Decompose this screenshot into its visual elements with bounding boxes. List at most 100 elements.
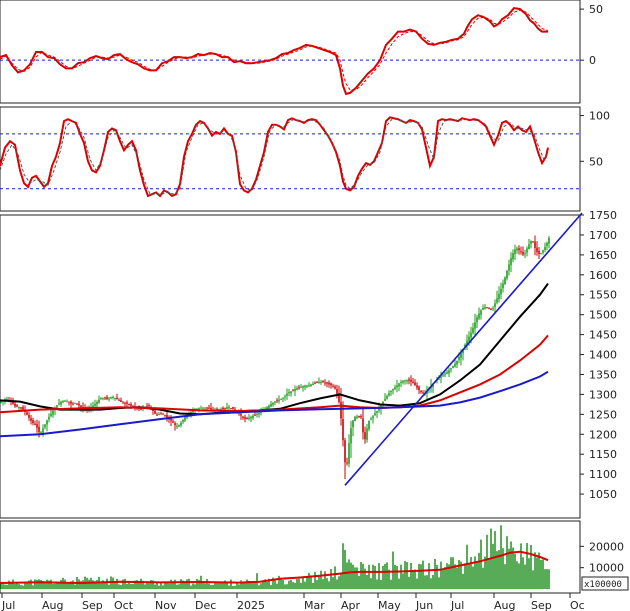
volume-bar [284, 584, 286, 589]
x-tick-label: Sep [531, 599, 552, 611]
volume-bar [174, 579, 176, 589]
volume-bar [488, 559, 490, 589]
volume-bar [66, 582, 68, 589]
volume-bar [178, 584, 180, 589]
candle-body [178, 424, 180, 427]
candle-body [32, 420, 34, 424]
volume-bar [468, 563, 470, 589]
volume-bar [194, 584, 196, 589]
momentum-y-tick-label: 50 [589, 3, 603, 16]
candle-body [200, 407, 202, 409]
moving-average-red [0, 334, 549, 414]
volume-bar [130, 584, 132, 589]
volume-bar [424, 575, 426, 589]
candle-body [120, 400, 122, 402]
volume-bar [300, 582, 302, 589]
candle-body [388, 393, 390, 396]
volume-bar [514, 553, 516, 589]
volume-bar [372, 564, 374, 589]
candle-body [492, 308, 494, 310]
volume-bar [154, 584, 156, 589]
volume-bar [232, 585, 234, 589]
volume-bar [248, 580, 250, 589]
x-tick-label: Nov [155, 599, 177, 611]
volume-bar [360, 561, 362, 589]
volume-bar [484, 556, 486, 589]
volume-bar [114, 581, 116, 589]
volume-bar [182, 580, 184, 589]
price-y-tick-label: 1150 [589, 448, 617, 461]
volume-bar [472, 566, 474, 589]
candle-body [108, 398, 110, 400]
volume-bar [344, 549, 346, 589]
candle-body [156, 414, 158, 416]
volume-bar [354, 567, 356, 589]
candle-body [438, 378, 440, 380]
candle-body [154, 410, 156, 414]
candle-body [104, 397, 106, 399]
volume-bar [230, 579, 232, 589]
candle-body [346, 462, 348, 464]
candle-body [66, 401, 68, 403]
price-y-tick-label: 1400 [589, 349, 617, 362]
candle-body [328, 382, 330, 385]
volume-bar [392, 551, 394, 589]
volume-bar [48, 580, 50, 589]
volume-bar [478, 552, 480, 589]
candle-body [220, 408, 222, 410]
candle-body [244, 417, 246, 419]
volume-bar [524, 564, 526, 589]
candle-body [160, 413, 162, 415]
volume-bar [166, 582, 168, 589]
volume-bar [338, 576, 340, 589]
candle-body [80, 405, 82, 408]
candle-body [530, 240, 532, 244]
candle-body [398, 383, 400, 387]
candle-body [414, 382, 416, 386]
candle-body [284, 396, 286, 398]
volume-bar [376, 579, 378, 589]
candle-body [30, 418, 32, 421]
volume-bar [482, 567, 484, 589]
candle-body [208, 407, 210, 409]
candle-body [268, 405, 270, 408]
candle-body [498, 293, 500, 300]
candle-body [310, 384, 312, 387]
volume-bar [68, 582, 70, 589]
candle-body [402, 380, 404, 383]
candle-body [50, 413, 52, 417]
candle-body [322, 380, 324, 383]
candle-body [242, 416, 244, 418]
x-tick-label: Sep [82, 599, 103, 611]
volume-bar [128, 582, 130, 589]
volume-bar [428, 563, 430, 589]
candle-body [472, 327, 474, 333]
volume-bar [202, 581, 204, 589]
candle-body [216, 408, 218, 410]
x-tick-label: Aug [42, 599, 63, 611]
volume-multiplier-label: x100000 [584, 580, 622, 590]
volume-bar [260, 583, 262, 589]
candle-body [460, 353, 462, 359]
volume-bar [448, 564, 450, 589]
oscillator-y-tick-label: 50 [589, 155, 603, 168]
candle-body [544, 246, 546, 251]
candle-body [320, 381, 322, 383]
candle-body [330, 383, 332, 386]
candle-body [164, 415, 166, 417]
volume-bar [304, 581, 306, 589]
candle-body [484, 306, 486, 309]
candle-body [18, 407, 20, 409]
candle-body [98, 399, 100, 403]
volume-bar [104, 582, 106, 589]
candle-body [118, 399, 120, 401]
candle-body [28, 415, 30, 418]
volume-bar [326, 578, 328, 589]
candle-body [336, 389, 338, 394]
candle-body [372, 416, 374, 419]
candle-body [446, 372, 448, 374]
volume-bar [518, 563, 520, 589]
candle-body [64, 400, 66, 402]
volume-bar [388, 569, 390, 589]
volume-bar [126, 583, 128, 589]
